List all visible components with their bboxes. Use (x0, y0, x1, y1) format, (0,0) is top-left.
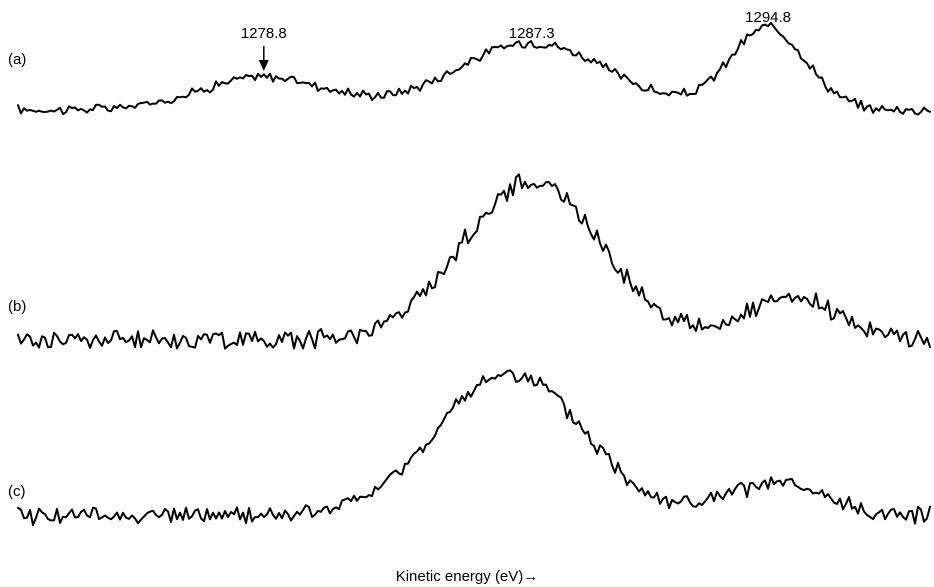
spectrum-trace-b (17, 173, 931, 350)
spectrum-trace-c (17, 369, 931, 526)
spectrum-traces: (a) (b) (c) (8, 22, 931, 526)
peak-arrow-head (258, 60, 269, 71)
panel-label-b: (b) (8, 298, 26, 315)
peak-labels: 1278.8 1287.3 1294.8 (241, 9, 791, 71)
peak-label: 1278.8 (241, 25, 287, 42)
panel-label-a: (a) (8, 51, 26, 68)
x-axis-label: Kinetic energy (eV)→ (396, 568, 539, 585)
spectrum-trace-a (17, 22, 931, 116)
peak-label: 1294.8 (745, 9, 791, 26)
panel-label-c: (c) (8, 483, 26, 500)
peak-label: 1287.3 (509, 25, 555, 42)
